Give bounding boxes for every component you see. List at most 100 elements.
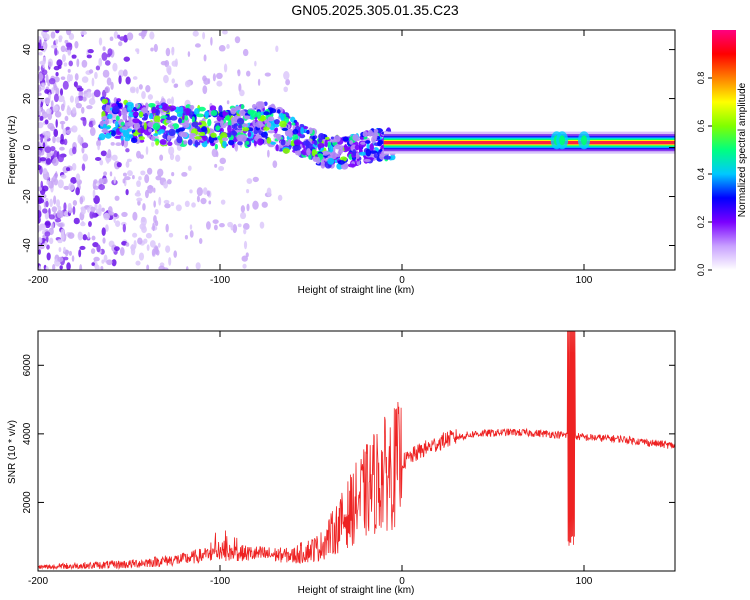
spectrogram-speckle <box>115 196 120 201</box>
spectrogram-speckle <box>126 189 129 195</box>
spectrogram-speckle <box>106 259 112 265</box>
spectrogram-speckle <box>202 75 207 81</box>
spectrogram-speckle <box>195 43 201 47</box>
spectrogram-speckle <box>80 222 86 226</box>
spectrogram-speckle <box>69 251 72 256</box>
spectrogram-speckle <box>185 201 190 207</box>
spectrogram-blob <box>296 122 299 127</box>
spectrogram-speckle <box>86 105 93 109</box>
spectrogram-panel: -200-1000100 -40-2002040 Height of strai… <box>7 27 675 296</box>
spectrogram-speckle <box>65 116 69 121</box>
spectrogram-blob <box>282 128 288 131</box>
spectrogram-blob <box>384 155 391 159</box>
spectrogram-speckle <box>38 73 43 82</box>
spectrogram-speckle <box>54 94 59 103</box>
spectrogram-speckle <box>112 155 118 161</box>
spectrogram-blob <box>292 145 298 151</box>
spectrogram-speckle <box>118 75 121 84</box>
spectrogram-speckle <box>45 146 52 153</box>
spectrogram-blob <box>133 112 139 117</box>
spectrogram-speckle <box>93 189 96 198</box>
spectrogram-blob <box>202 135 207 141</box>
spectrogram-speckle <box>246 252 249 257</box>
spectrogram-y-tick-label: -20 <box>22 189 33 204</box>
spectrogram-speckle <box>57 210 63 218</box>
spectrogram-speckle <box>213 73 216 81</box>
spectrogram-speckle <box>283 86 288 92</box>
snr-y-tick-label: 6000 <box>22 354 33 377</box>
spectrogram-speckle <box>98 58 102 67</box>
spectrogram-speckle <box>136 190 140 194</box>
spectrogram-speckle <box>137 49 140 54</box>
spectrogram-blob <box>288 130 293 138</box>
spectrogram-blob <box>158 131 162 135</box>
spectrogram-speckle <box>75 73 79 81</box>
spectrogram-speckle <box>166 65 171 74</box>
snr-x-label: Height of straight line (km) <box>298 585 415 596</box>
spectrogram-blob <box>276 134 282 140</box>
spectrogram-blob <box>166 120 172 123</box>
spectrogram-speckle <box>193 31 199 37</box>
spectrogram-speckle <box>140 170 145 175</box>
spectrogram-speckle <box>89 69 93 73</box>
spectrogram-speckle <box>152 222 155 231</box>
spectrogram-blob <box>348 163 356 167</box>
spectrogram-speckle <box>60 88 63 95</box>
spectrogram-speckle <box>55 72 58 76</box>
spectrogram-blob <box>364 159 371 162</box>
colorbar-tick-label: 0.8 <box>696 72 706 85</box>
spectrogram-speckle <box>242 264 246 269</box>
spectrogram-speckle <box>60 121 66 125</box>
spectrogram-blob <box>128 122 133 126</box>
spectrogram-speckle <box>94 72 98 79</box>
spectrogram-speckle <box>115 220 120 227</box>
spectrogram-blob <box>155 140 159 145</box>
spectrogram-speckle <box>48 181 54 189</box>
spectrogram-speckle <box>72 147 76 155</box>
spectrogram-blob <box>306 148 311 156</box>
spectrogram-speckle <box>127 159 132 163</box>
spectrogram-blob <box>168 105 176 110</box>
colorbar-tick-label: 0.6 <box>696 120 706 133</box>
spectrogram-speckle <box>56 59 62 66</box>
spectrogram-blob <box>281 140 286 146</box>
spectrogram-speckle <box>74 41 78 48</box>
spectrogram-blob <box>201 126 207 132</box>
spectrogram-speckle <box>76 58 79 67</box>
spectrogram-blob <box>245 141 249 145</box>
spectrogram-blob <box>222 110 226 117</box>
spectrogram-speckle <box>114 246 120 251</box>
spectrogram-speckle <box>90 127 96 136</box>
spectrogram-blob <box>363 131 368 137</box>
spectrogram-blob <box>183 140 187 144</box>
spectrogram-speckle <box>45 222 51 226</box>
spectrogram-speckle <box>172 47 175 52</box>
spectrogram-speckle <box>185 80 191 87</box>
spectrogram-x-tick-label: 100 <box>576 275 593 286</box>
spectrogram-y-tick-label: 0 <box>22 144 33 150</box>
spectrogram-speckle <box>132 175 135 179</box>
spectrogram-blob <box>277 109 281 114</box>
spectrogram-blob <box>167 142 172 146</box>
spectrogram-speckle <box>240 212 246 219</box>
spectrogram-speckle <box>69 128 73 132</box>
spectrogram-blob <box>325 137 330 140</box>
spectrogram-speckle <box>87 232 90 239</box>
spectrogram-speckle <box>112 63 117 72</box>
spectrogram-speckle <box>67 74 71 83</box>
spectrogram-speckle <box>59 265 62 269</box>
spectrogram-speckle <box>64 139 68 145</box>
spectrogram-blob <box>198 122 202 125</box>
spectrogram-speckle <box>153 188 155 193</box>
spectrogram-blob <box>204 111 209 117</box>
spectrogram-speckle <box>74 218 80 225</box>
spectrogram-blob <box>167 135 171 141</box>
spectrogram-blob <box>121 110 128 115</box>
spectrogram-speckle <box>188 165 192 170</box>
spectrogram-blob <box>153 133 158 136</box>
spectrogram-blob <box>334 144 341 149</box>
spectrogram-blob <box>349 140 353 145</box>
spectrogram-speckle <box>52 136 56 143</box>
spectrogram-bump <box>559 135 565 145</box>
spectrogram-speckle <box>53 195 56 204</box>
